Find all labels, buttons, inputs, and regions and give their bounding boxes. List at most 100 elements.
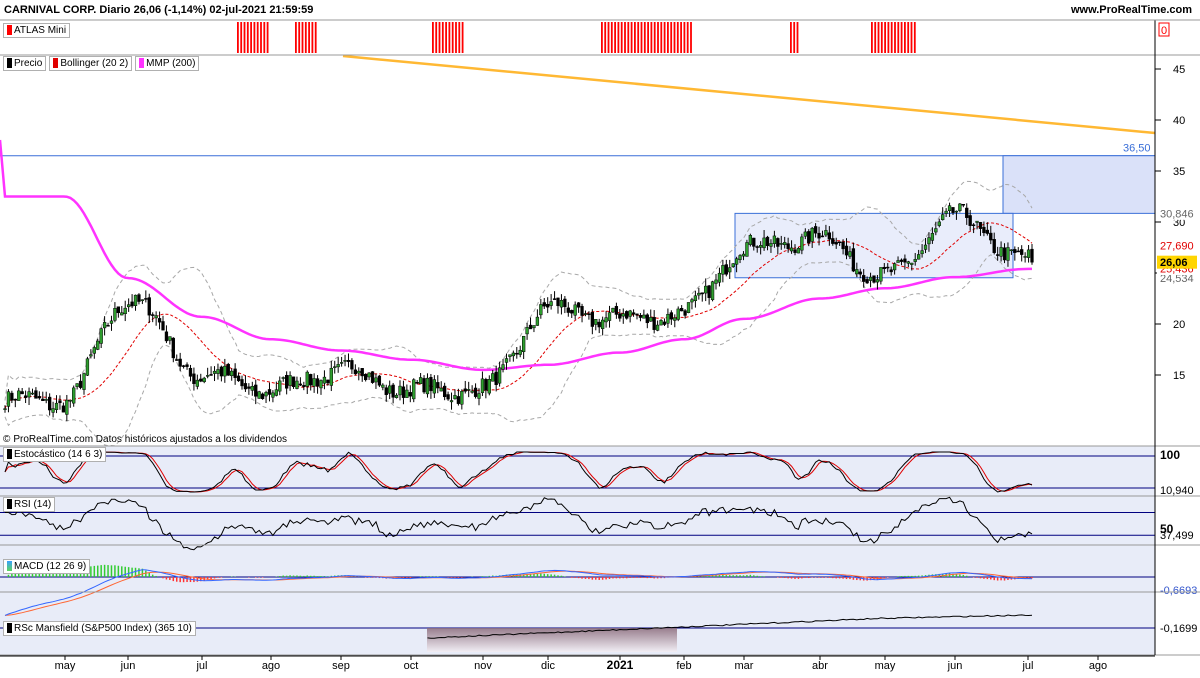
atlas-signal-bar: [295, 22, 297, 53]
candle-body: [721, 265, 725, 275]
atlas-signal-bar: [647, 22, 649, 53]
candle-body: [717, 272, 722, 283]
candle-body: [618, 313, 622, 319]
candle-body: [48, 396, 52, 411]
candle-body: [944, 210, 948, 214]
candle-body: [968, 215, 972, 226]
candle-body: [230, 370, 234, 377]
candle-body: [185, 364, 189, 367]
atlas-signal-bar: [913, 22, 916, 53]
atlas-signal-bar: [796, 22, 799, 53]
candle-body: [607, 312, 612, 321]
x-tick-label: jun: [120, 660, 136, 672]
atlas-signal-bar: [660, 22, 663, 53]
atlas-signal-bar: [884, 22, 886, 53]
atlas-signal-bar: [630, 22, 633, 53]
candle-body: [377, 375, 382, 386]
mmp-legend-item[interactable]: MMP (200): [135, 55, 200, 71]
atlas-signal-bar: [237, 22, 239, 53]
candle-body: [999, 247, 1003, 257]
atlas-signal-bar: [673, 22, 676, 53]
atlas-signal-bar: [304, 22, 307, 53]
candle-body: [329, 367, 333, 386]
candle-body: [834, 241, 838, 245]
atlas-signal-bar: [263, 22, 266, 53]
candle-body: [803, 231, 807, 237]
x-tick-label: jun: [947, 660, 963, 672]
candle-body: [645, 314, 649, 324]
candle-body: [467, 389, 471, 391]
candle-body: [37, 396, 41, 399]
candle-body: [209, 374, 213, 376]
candle-body: [473, 387, 478, 397]
candle-body: [226, 363, 230, 376]
candle-body: [477, 393, 481, 399]
candle-body: [772, 235, 777, 244]
candle-body: [954, 210, 959, 213]
candle-body: [817, 232, 821, 239]
stochastic-legend-item[interactable]: Estocástico (14 6 3): [3, 446, 107, 462]
candle-body: [339, 362, 344, 364]
candle-body: [343, 360, 347, 362]
macd-signal-line: [4, 570, 1033, 616]
macd-legend-item[interactable]: MACD (12 26 9): [3, 558, 91, 574]
trendline: [342, 54, 1156, 135]
candle-body: [923, 244, 928, 250]
rsi-line: [5, 496, 1033, 551]
candle-body: [34, 390, 38, 399]
candle-body: [484, 379, 488, 391]
candle-body: [741, 253, 746, 257]
atlas-signal-bar: [301, 22, 304, 53]
candle-body: [384, 387, 388, 395]
candle-body: [917, 254, 921, 260]
candle-body: [769, 243, 773, 247]
candle-body: [800, 236, 804, 251]
box-top-label: 30,846: [1160, 208, 1194, 220]
candle-body: [841, 241, 845, 250]
resistance-label: 36,50: [1123, 143, 1151, 155]
candle-body: [370, 371, 375, 383]
candle-body: [99, 328, 103, 344]
atlas-signal-bar: [314, 22, 317, 53]
candle-body: [487, 378, 491, 394]
x-tick-label: may: [875, 660, 896, 672]
mansfield-legend-item[interactable]: RSc Mansfield (S&P500 Index) (365 10): [3, 620, 196, 636]
candle-body: [188, 367, 193, 377]
candle-body: [305, 371, 309, 387]
candle-body: [542, 302, 546, 307]
candle-body: [439, 387, 443, 392]
candle-body: [655, 324, 660, 331]
stochastic-line: [4, 451, 1033, 493]
candle-body: [590, 312, 594, 327]
rsi-legend-item[interactable]: RSI (14): [3, 496, 56, 512]
candle-body: [425, 377, 430, 395]
candle-body: [793, 249, 797, 253]
candle-body: [51, 408, 55, 413]
candle-body: [951, 207, 955, 213]
atlas-signal-bar: [614, 22, 616, 53]
candle-body: [23, 395, 28, 398]
candle-body: [989, 232, 993, 241]
candle-body: [315, 378, 320, 387]
atlas-signal-bar: [438, 22, 441, 53]
candle-body: [147, 297, 151, 316]
price-y-tick-label: 45: [1173, 64, 1185, 76]
candle-body: [394, 394, 399, 398]
price-legend-item[interactable]: Precio: [3, 55, 47, 71]
atlas-signal-bar: [607, 22, 610, 53]
candle-body: [178, 358, 182, 367]
bollinger-upper-label: 27,690: [1160, 241, 1194, 253]
price-legend: Precio Bollinger (20 2) MMP (200): [3, 55, 200, 71]
candle-body: [786, 243, 790, 249]
candle-body: [388, 385, 392, 394]
atlas-signal-bar: [890, 22, 893, 53]
atlas-signal-bar: [793, 22, 796, 53]
candle-body: [82, 373, 86, 390]
box-bottom-label: 24,534: [1160, 273, 1194, 285]
candle-body: [154, 315, 158, 319]
atlas-legend-item[interactable]: ATLAS Mini: [3, 22, 71, 38]
brand-link[interactable]: www.ProRealTime.com: [1070, 4, 1192, 16]
x-tick-label: 2021: [607, 658, 634, 672]
atlas-signal-bar: [650, 22, 653, 53]
bollinger-legend-item[interactable]: Bollinger (20 2): [49, 55, 133, 71]
